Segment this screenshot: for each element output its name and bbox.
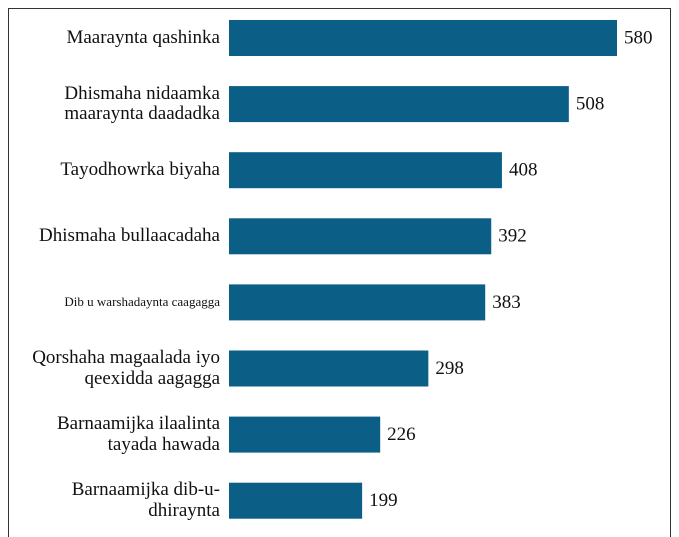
category-label-box: Barnaamijka ilaalinta tayada hawada xyxy=(56,413,220,455)
value-label: 580 xyxy=(624,27,653,48)
bar xyxy=(229,20,617,56)
category-label: Barnaamijka ilaalinta tayada hawada xyxy=(56,413,220,455)
bar xyxy=(229,350,429,387)
frame xyxy=(8,8,671,537)
value-label: 408 xyxy=(509,160,538,181)
bar xyxy=(229,482,363,519)
category-label-box: Dhismaha nidaamka maaraynta daadadka xyxy=(64,82,220,125)
bar xyxy=(229,416,381,453)
value-label: 508 xyxy=(576,93,605,114)
category-label-box: Dhismaha bullaacadaha xyxy=(39,225,220,247)
bar xyxy=(229,86,569,123)
category-label: Barnaamijka dib-u-dhiraynta xyxy=(71,479,220,521)
value-label: 199 xyxy=(369,490,398,511)
category-label: Dib u warshadaynta caagagga xyxy=(64,294,220,310)
bar xyxy=(229,152,502,189)
category-label: Dhismaha bullaacadaha xyxy=(39,225,220,247)
category-label-box: Tayodhowrka biyaha xyxy=(60,158,220,180)
value-label: 298 xyxy=(435,358,464,379)
value-label: 226 xyxy=(387,424,416,445)
category-label-box: Qorshaha magaalada iyo qeexidda aagagga xyxy=(32,346,220,389)
bar xyxy=(229,284,486,321)
category-label-box: Maaraynta qashinka xyxy=(66,26,220,48)
category-label: Qorshaha magaalada iyo qeexidda aagagga xyxy=(32,346,220,389)
category-label-box: Dib u warshadaynta caagagga xyxy=(64,294,220,310)
value-label: 383 xyxy=(492,292,521,313)
category-label: Maaraynta qashinka xyxy=(66,26,220,48)
value-label: 392 xyxy=(498,226,527,247)
category-label: Dhismaha nidaamka maaraynta daadadka xyxy=(64,82,220,125)
category-label-box: Barnaamijka dib-u-dhiraynta xyxy=(71,479,220,521)
bar xyxy=(229,218,492,255)
category-label: Tayodhowrka biyaha xyxy=(60,158,220,180)
